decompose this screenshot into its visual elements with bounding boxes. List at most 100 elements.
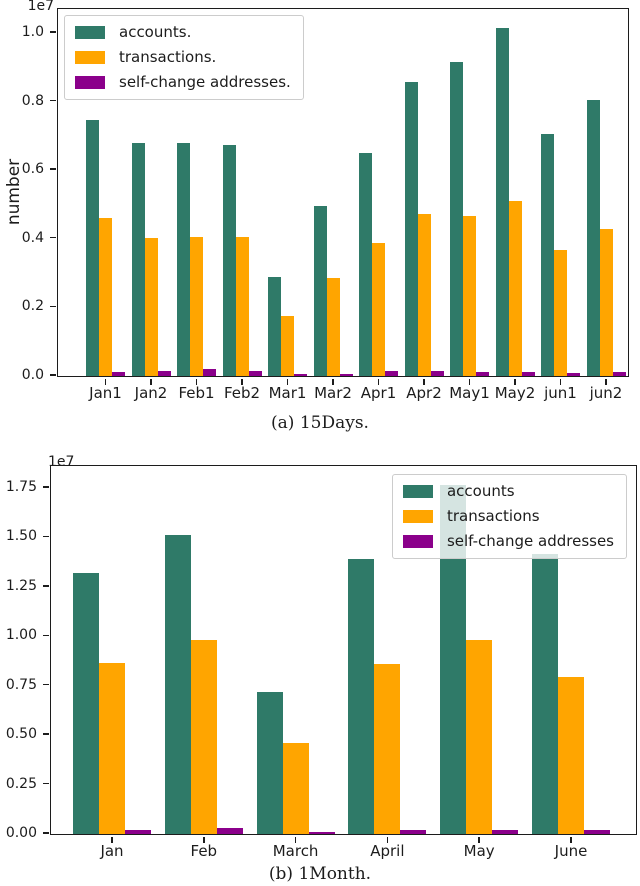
bar-self-change-addresses-Mar2: [339, 374, 353, 376]
x-tick-mark: [241, 379, 243, 385]
x-tick-label-jun2: jun2: [589, 384, 623, 402]
y-tick-label: 1.0: [21, 23, 44, 40]
x-tick-mark: [423, 379, 425, 385]
legend-label-self-change-addresses: self-change addresses.: [119, 73, 291, 91]
y-tick-mark: [43, 585, 49, 587]
bar-transactions-Feb2: [235, 237, 249, 376]
y-tick-label: 0.8: [21, 92, 44, 109]
caption-a: (a) 15Days.: [271, 413, 369, 433]
legend-item-transactions: transactions: [402, 507, 614, 525]
bar-transactions-Feb1: [190, 237, 203, 376]
y-tick-label: 0.4: [21, 229, 44, 246]
y-tick-mark: [50, 99, 56, 102]
bar-self-change-addresses-May2: [521, 372, 535, 376]
x-tick-mark: [332, 379, 334, 385]
x-tick-label-june: June: [554, 842, 588, 860]
x-tick-label-may2: May2: [494, 384, 536, 402]
x-tick-mark: [203, 837, 205, 843]
bar-accounts-May2: [495, 28, 509, 376]
bar-self-change-addresses-Feb1: [203, 369, 216, 376]
y-tick-label: 1.75: [5, 478, 37, 495]
x-tick-label-feb1: Feb1: [178, 384, 215, 402]
bar-accounts-Feb2: [222, 145, 236, 376]
bar-self-change-addresses-Apr1: [385, 371, 398, 376]
bar-transactions-Mar2: [326, 278, 340, 376]
legend-swatch-accounts: [75, 26, 105, 39]
y-tick-label: 0.75: [5, 676, 37, 693]
x-tick-mark: [605, 379, 607, 385]
bar-transactions-May2: [508, 201, 522, 376]
legend-item-self-change-addresses: self-change addresses: [402, 532, 614, 550]
legend-label-accounts: accounts.: [119, 23, 192, 41]
bar-accounts-Apr1: [359, 153, 372, 376]
bar-self-change-addresses-April: [400, 830, 427, 834]
y-tick-mark: [50, 237, 56, 239]
x-tick-label-may1: May1: [449, 384, 490, 402]
x-tick-mark: [386, 837, 389, 843]
x-tick-mark: [294, 837, 297, 843]
bar-self-change-addresses-June: [584, 830, 610, 834]
bar-transactions-June: [558, 677, 584, 834]
bar-self-change-addresses-jun1: [567, 373, 580, 376]
y-tick-label: 1.00: [5, 627, 37, 644]
legend: accounts. transactions. self-change addres…: [64, 15, 304, 100]
y-tick-mark: [43, 832, 49, 834]
y-tick-mark: [50, 31, 56, 33]
bar-transactions-Jan2: [144, 238, 158, 376]
x-tick-mark: [150, 379, 152, 385]
x-tick-label-feb: Feb: [190, 842, 218, 860]
bar-self-change-addresses-Jan1: [112, 372, 125, 376]
bar-accounts-Apr2: [404, 82, 418, 376]
bar-accounts-March: [256, 692, 283, 834]
legend-label-self-change-addresses: self-change addresses: [446, 532, 614, 550]
bar-transactions-Apr2: [417, 214, 431, 376]
legend-swatch-self-change-addresses: [75, 76, 105, 89]
legend-item-accounts: accounts.: [75, 24, 291, 41]
y-tick-mark: [50, 168, 56, 170]
bar-accounts-jun2: [586, 100, 600, 376]
bar-transactions-Apr1: [372, 243, 385, 376]
bar-accounts-Feb1: [177, 143, 190, 376]
x-tick-label-april: April: [370, 842, 405, 860]
legend-item-self-change-addresses: self-change addresses.: [75, 74, 291, 91]
x-tick-label-feb2: Feb2: [223, 384, 261, 402]
plot-area: 0.0 0.2 0.4 0.6 0.8 1.0 Jan1 Jan2 Feb1 Feb2 Mar1 Ma…: [4, 0, 629, 402]
bar-transactions-jun1: [554, 250, 567, 376]
bar-self-change-addresses-Mar1: [294, 374, 307, 376]
y-tick-mark: [43, 535, 49, 538]
y-tick-label: 1.50: [5, 528, 37, 545]
bar-accounts-jun1: [541, 134, 554, 376]
x-tick-mark: [514, 379, 516, 385]
bar-transactions-Mar1: [281, 316, 294, 376]
legend-swatch-transactions: [75, 51, 105, 64]
bar-accounts-Jan1: [86, 120, 99, 376]
bar-self-change-addresses-Feb2: [248, 371, 262, 376]
x-tick-mark: [104, 379, 107, 385]
bar-self-change-addresses-May1: [476, 372, 489, 376]
bar-accounts-Mar1: [268, 277, 281, 376]
x-tick-label-jan: Jan: [100, 842, 124, 860]
legend-label-transactions: transactions.: [119, 48, 217, 66]
y-tick-label: 0.00: [5, 825, 37, 841]
bar-transactions-Feb: [190, 640, 217, 834]
legend-label-transactions: transactions: [446, 507, 540, 525]
bar-accounts-Jan: [73, 573, 99, 834]
bar-accounts-June: [532, 554, 558, 834]
x-tick-mark: [195, 379, 198, 385]
x-tick-mark: [377, 379, 380, 385]
x-tick-mark: [286, 379, 289, 385]
y-tick-label: 0.6: [21, 161, 44, 178]
y-tick-mark: [43, 634, 49, 636]
y-tick-label: 1.25: [5, 577, 37, 594]
bar-transactions-Jan1: [99, 218, 112, 376]
x-tick-label-apr2: Apr2: [406, 384, 442, 402]
x-tick-label-mar1: Mar1: [268, 384, 307, 402]
bar-transactions-May1: [463, 216, 476, 376]
y-tick-label: 0.50: [5, 726, 37, 743]
y-tick-label: 0.25: [5, 775, 37, 792]
bar-accounts-May1: [450, 62, 463, 376]
bar-self-change-addresses-March: [308, 832, 335, 834]
